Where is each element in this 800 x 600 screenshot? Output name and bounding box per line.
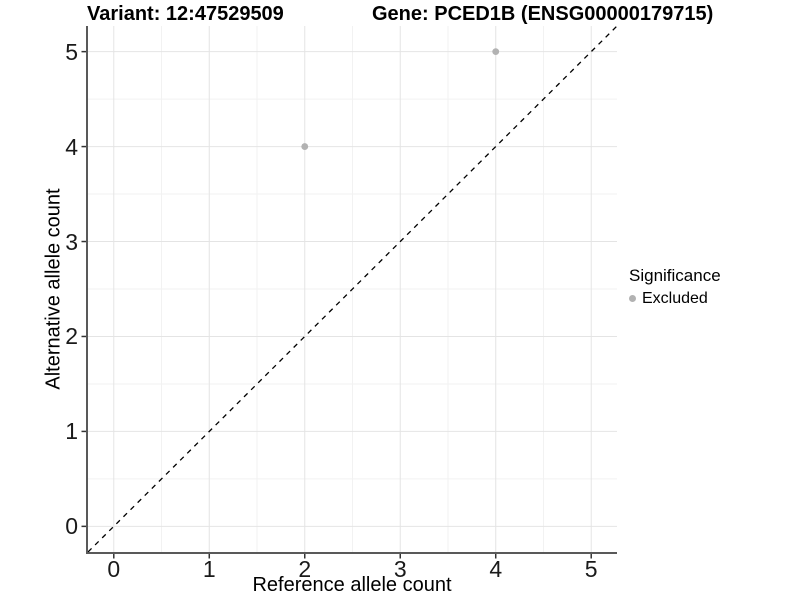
x-tick-label: 3 xyxy=(393,556,407,582)
y-tick-label: 1 xyxy=(65,418,78,445)
plot-title-variant: Variant: 12:47529509 xyxy=(87,3,284,25)
identity-reference-line xyxy=(87,25,618,553)
plot-title-gene: Gene: PCED1B (ENSG00000179715) xyxy=(372,3,714,25)
legend-entry: Excluded xyxy=(629,289,721,308)
legend-point-icon xyxy=(629,295,636,302)
x-tick-label: 1 xyxy=(202,556,216,582)
x-tick-label: 2 xyxy=(298,556,312,582)
data-point xyxy=(492,48,500,56)
legend-entries: Excluded xyxy=(629,289,721,308)
x-axis-line xyxy=(86,552,617,554)
data-point xyxy=(301,143,309,150)
x-tick-label: 5 xyxy=(584,556,598,582)
y-tick-label: 5 xyxy=(65,38,78,65)
legend-title: Significance xyxy=(629,266,721,285)
y-axis-line xyxy=(86,26,88,554)
y-tick-label: 0 xyxy=(65,513,78,540)
x-tick-label: 0 xyxy=(107,556,121,582)
y-tick-label: 4 xyxy=(65,133,78,160)
plot-canvas xyxy=(81,25,618,559)
y-axis-title: Alternative allele count xyxy=(42,188,65,390)
plot-panel xyxy=(81,25,618,559)
x-tick-label: 4 xyxy=(489,556,503,582)
y-tick-label: 3 xyxy=(65,228,78,255)
legend-label: Excluded xyxy=(642,290,708,307)
x-axis-title: Reference allele count xyxy=(252,574,452,596)
y-tick-label: 2 xyxy=(65,323,78,350)
legend: Significance Excluded xyxy=(629,265,721,308)
